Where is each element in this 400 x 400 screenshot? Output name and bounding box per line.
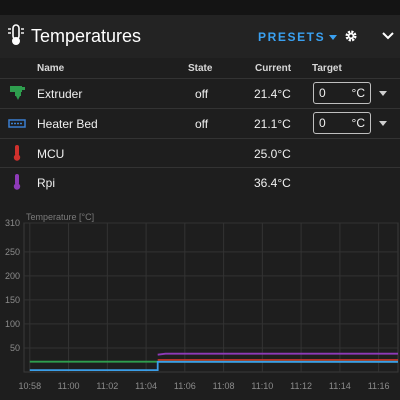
target-value: 0 — [319, 116, 326, 130]
x-tick-label: 11:10 — [251, 381, 273, 391]
y-tick-label: 250 — [5, 247, 20, 257]
sensor-name: Extruder — [37, 87, 83, 101]
target-input[interactable]: 0 °C — [313, 112, 371, 134]
sensor-current: 21.1°C — [254, 117, 291, 131]
target-unit: °C — [351, 116, 365, 130]
table-row-extruder[interactable]: Extruder off 21.4°C 0 °C — [0, 78, 400, 108]
target-input[interactable]: 0 °C — [313, 82, 371, 104]
sensor-current: 21.4°C — [254, 87, 291, 101]
y-tick-label: 310 — [5, 218, 20, 228]
panel-header: Temperatures PRESETS — [0, 15, 400, 58]
table-row-mcu[interactable]: MCU 25.0°C — [0, 138, 400, 168]
series-line — [29, 360, 398, 372]
plot-area — [23, 222, 399, 373]
series-line — [157, 352, 398, 356]
extruder-icon — [10, 86, 25, 100]
chevron-down-icon — [329, 35, 338, 41]
sensor-current: 36.4°C — [254, 176, 291, 190]
table-row-rpi[interactable]: Rpi 36.4°C — [0, 167, 400, 197]
panel-title: Temperatures — [31, 26, 142, 46]
thermometer-lines-icon — [8, 24, 24, 45]
y-tick-label: 200 — [5, 271, 20, 281]
x-tick-label: 11:14 — [329, 381, 351, 391]
heater-bed-icon — [8, 119, 26, 128]
x-tick-label: 11:08 — [213, 381, 235, 391]
sensor-state: off — [195, 87, 209, 101]
x-tick-label: 11:04 — [135, 381, 157, 391]
col-current: Current — [255, 63, 292, 74]
table-row-heater-bed[interactable]: Heater Bed off 21.1°C 0 °C — [0, 108, 400, 138]
temperatures-panel: Temperatures PRESETS Name State Current … — [0, 15, 400, 400]
col-target: Target — [312, 63, 342, 74]
chevron-down-icon[interactable] — [379, 121, 387, 126]
target-value: 0 — [319, 86, 326, 100]
x-tick-label: 11:12 — [290, 381, 312, 391]
sensor-name: Heater Bed — [37, 117, 98, 131]
presets-button[interactable]: PRESETS — [258, 30, 338, 44]
gear-icon[interactable] — [344, 29, 358, 43]
sensor-name: MCU — [37, 147, 65, 161]
x-tick-label: 10:58 — [19, 381, 42, 391]
y-tick-label: 100 — [5, 319, 20, 329]
sensor-name: Rpi — [37, 176, 56, 190]
thermometer-icon — [13, 145, 21, 161]
col-name: Name — [37, 63, 65, 74]
thermometer-icon — [13, 174, 21, 190]
presets-label: PRESETS — [258, 30, 326, 44]
chart-title: Temperature [°C] — [26, 212, 94, 222]
target-unit: °C — [351, 86, 365, 100]
chevron-down-icon[interactable] — [379, 91, 387, 96]
col-state: State — [188, 63, 213, 74]
sensor-state: off — [195, 117, 209, 131]
y-tick-label: 150 — [5, 295, 20, 305]
collapse-chevron-icon[interactable] — [381, 30, 395, 42]
y-tick-label: 50 — [10, 343, 20, 353]
sensor-current: 25.0°C — [254, 147, 291, 161]
x-tick-label: 11:16 — [368, 381, 390, 391]
x-tick-label: 11:00 — [58, 381, 80, 391]
x-tick-label: 11:06 — [174, 381, 196, 391]
x-tick-label: 11:02 — [96, 381, 118, 391]
temperature-chart: Temperature [°C] 50 100 150 200 250 310 10:58 11… — [5, 212, 399, 391]
